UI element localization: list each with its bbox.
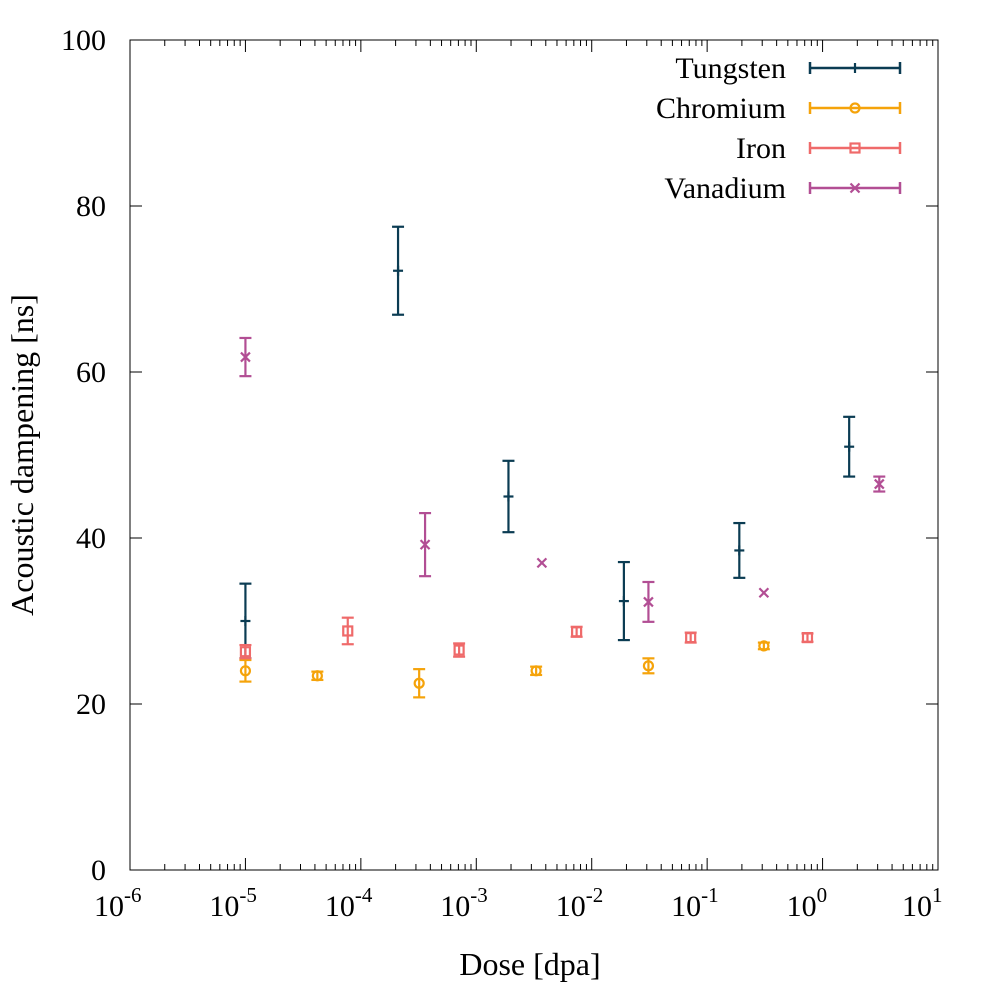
x-tick-label: 10 -6 <box>94 883 142 923</box>
data-point <box>570 625 583 638</box>
data-point <box>873 475 886 493</box>
data-point <box>530 665 543 677</box>
data-point <box>239 336 252 378</box>
legend-label: Vanadium <box>664 172 786 205</box>
x-tick-label-exponent: -2 <box>586 883 604 907</box>
data-point <box>733 521 746 579</box>
x-tick-label-base: 10 <box>787 890 817 923</box>
marker-circle <box>849 102 861 114</box>
x-tick-label-exponent: -5 <box>239 883 257 907</box>
series-layer <box>239 225 886 699</box>
marker-x <box>849 182 861 194</box>
data-point <box>536 557 548 569</box>
x-tick-label: 10 -4 <box>325 883 373 923</box>
marker-x <box>643 596 654 608</box>
series-chromium <box>239 640 770 699</box>
marker-square <box>571 626 583 638</box>
marker-square <box>685 631 697 644</box>
x-tick-label-base: 10 <box>325 890 355 923</box>
data-point <box>341 616 354 646</box>
marker-circle <box>311 670 323 682</box>
data-point <box>642 657 655 675</box>
marker-circle <box>413 677 425 689</box>
x-tick-label-base: 10 <box>556 890 586 923</box>
data-point <box>413 668 426 699</box>
marker-circle <box>758 640 770 652</box>
data-point <box>642 580 655 623</box>
legend-label: Chromium <box>656 92 786 125</box>
data-point <box>617 560 630 642</box>
legend-entry-chromium: Chromium <box>656 92 902 125</box>
axis-ticks: 10 -6 10 -5 10 -4 10 -3 10 -2 10 -1 10 0 10 10204060801… <box>61 24 943 923</box>
marker-x <box>419 539 431 550</box>
y-tick-label: 80 <box>76 190 106 223</box>
x-tick-label-base: 10 <box>209 890 239 923</box>
legend-entry-vanadium: Vanadium <box>664 172 902 205</box>
data-point <box>502 459 515 534</box>
data-point <box>239 658 252 683</box>
x-tick-label: 10 -5 <box>209 883 257 923</box>
data-point <box>239 643 252 660</box>
x-tick-label: 10 -1 <box>671 883 719 923</box>
marker-square <box>453 644 465 656</box>
data-point <box>419 511 432 578</box>
marker-circle <box>530 665 542 677</box>
y-tick-label: 60 <box>76 356 106 389</box>
x-tick-label-exponent: -6 <box>124 883 142 907</box>
legend-label: Iron <box>736 132 786 165</box>
series-iron <box>239 616 814 660</box>
marker-x <box>758 587 770 599</box>
data-point <box>392 225 405 316</box>
x-tick-label-base: 10 <box>902 890 932 923</box>
series-vanadium <box>239 336 886 623</box>
data-point <box>684 631 697 644</box>
x-tick-label: 10 -2 <box>556 883 604 923</box>
y-tick-label: 100 <box>61 24 106 57</box>
data-point <box>453 642 466 658</box>
x-tick-label-base: 10 <box>671 890 701 923</box>
x-tick-label: 10 0 <box>787 883 828 923</box>
x-tick-label-base: 10 <box>440 890 470 923</box>
y-tick-label: 40 <box>76 522 106 555</box>
y-tick-label: 0 <box>91 854 106 887</box>
marker-square <box>239 646 252 658</box>
data-point <box>801 631 814 644</box>
marker-x <box>536 557 548 569</box>
plot-frame <box>129 39 939 871</box>
x-tick-label: 10 -3 <box>440 883 488 923</box>
marker-circle <box>642 660 655 672</box>
y-tick-label: 20 <box>76 688 106 721</box>
legend-entry-tungsten: Tungsten <box>675 52 902 85</box>
data-point <box>843 415 856 478</box>
marker-x <box>240 351 251 363</box>
x-axis-label: Dose [dpa] <box>459 946 600 982</box>
x-tick-label-exponent: -1 <box>701 883 719 907</box>
x-tick-label-exponent: -3 <box>470 883 488 907</box>
marker-square <box>801 631 814 644</box>
x-tick-label-base: 10 <box>94 890 124 923</box>
marker-square <box>342 625 354 637</box>
x-tick-label: 10 1 <box>902 883 943 923</box>
legend-entry-iron: Iron <box>736 132 902 165</box>
marker-circle <box>239 665 252 677</box>
marker-x <box>874 478 885 490</box>
y-axis-label: Acoustic dampening [ns] <box>4 294 40 616</box>
data-point <box>757 640 770 652</box>
marker-square <box>849 142 861 154</box>
legend: Tungsten Chromium Iron Vanadium <box>656 52 902 205</box>
x-tick-label-exponent: 1 <box>932 883 943 907</box>
data-point <box>758 587 770 599</box>
x-tick-label-exponent: -4 <box>355 883 373 907</box>
legend-label: Tungsten <box>675 52 786 85</box>
data-point <box>311 670 324 682</box>
x-tick-label-exponent: 0 <box>817 883 828 907</box>
